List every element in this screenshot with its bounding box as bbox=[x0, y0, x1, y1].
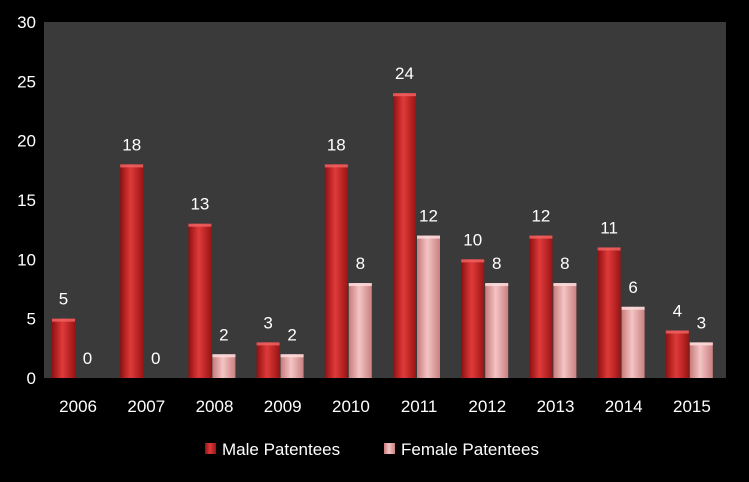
bar-female-2015 bbox=[689, 342, 713, 378]
bar-male-2009 bbox=[256, 342, 280, 378]
x-tick-label: 2012 bbox=[468, 397, 506, 416]
data-label-male-2007: 18 bbox=[122, 135, 141, 154]
legend-label-female: Female Patentees bbox=[401, 440, 539, 459]
bar-top-highlight bbox=[120, 164, 144, 168]
bar-male-2008 bbox=[188, 223, 212, 378]
y-tick-label: 5 bbox=[27, 310, 36, 329]
bar-top-highlight bbox=[461, 259, 485, 263]
x-tick-label: 2006 bbox=[59, 397, 97, 416]
legend-swatch-male bbox=[205, 443, 216, 454]
bar-female-2011 bbox=[417, 235, 440, 378]
y-tick-label: 25 bbox=[17, 72, 36, 91]
bar-top-highlight bbox=[485, 283, 509, 287]
bar-top-highlight bbox=[529, 235, 553, 239]
x-tick-label: 2009 bbox=[264, 397, 302, 416]
bar-top-highlight bbox=[188, 223, 212, 227]
bar-top-highlight bbox=[52, 318, 75, 322]
y-tick-label: 20 bbox=[17, 132, 36, 151]
y-tick-label: 10 bbox=[17, 250, 36, 269]
y-tick-label: 15 bbox=[17, 191, 36, 210]
x-tick-label: 2008 bbox=[196, 397, 234, 416]
bar-top-highlight bbox=[348, 283, 372, 287]
bar-male-2013 bbox=[529, 235, 553, 378]
y-tick-label: 0 bbox=[27, 369, 36, 388]
data-label-female-2006: 0 bbox=[83, 349, 92, 368]
bar-female-2012 bbox=[485, 283, 509, 378]
bar-female-2014 bbox=[621, 306, 645, 378]
y-axis: 0 5 10 15 20 25 30 bbox=[17, 13, 36, 388]
data-label-female-2014: 6 bbox=[628, 278, 637, 297]
bar-male-2006 bbox=[52, 318, 75, 378]
data-label-female-2012: 8 bbox=[492, 254, 501, 273]
legend-label-male: Male Patentees bbox=[222, 440, 340, 459]
data-label-male-2009: 3 bbox=[263, 313, 272, 332]
bar-top-highlight bbox=[665, 330, 689, 334]
bars bbox=[52, 93, 713, 378]
data-label-male-2010: 18 bbox=[327, 135, 346, 154]
bar-male-2015 bbox=[665, 330, 689, 378]
bar-top-highlight bbox=[417, 235, 440, 239]
bar-top-highlight bbox=[212, 354, 236, 358]
data-label-male-2012: 10 bbox=[463, 230, 482, 249]
data-label-female-2008: 2 bbox=[219, 325, 228, 344]
bar-male-2007 bbox=[120, 164, 144, 378]
bar-female-2013 bbox=[553, 283, 577, 378]
bar-female-2008 bbox=[212, 354, 236, 378]
data-label-male-2014: 11 bbox=[600, 218, 618, 237]
bar-female-2010 bbox=[348, 283, 372, 378]
bar-top-highlight bbox=[393, 93, 416, 97]
y-tick-label: 30 bbox=[17, 13, 36, 32]
data-label-female-2010: 8 bbox=[356, 254, 365, 273]
bar-male-2014 bbox=[597, 247, 621, 378]
x-axis: 2006 2007 2008 2009 2010 2011 2012 2013 2014 2015 bbox=[59, 397, 711, 416]
x-tick-label: 2014 bbox=[605, 397, 643, 416]
data-label-male-2008: 13 bbox=[190, 195, 209, 214]
data-label-male-2011: 24 bbox=[395, 64, 414, 83]
legend: Male Patentees Female Patentees bbox=[205, 440, 539, 459]
x-tick-label: 2010 bbox=[332, 397, 370, 416]
data-label-male-2013: 12 bbox=[531, 207, 550, 226]
bar-top-highlight bbox=[256, 342, 280, 346]
legend-swatch-female bbox=[384, 443, 395, 454]
data-label-female-2009: 2 bbox=[287, 325, 296, 344]
x-tick-label: 2007 bbox=[127, 397, 165, 416]
data-label-male-2006: 5 bbox=[59, 290, 68, 309]
x-tick-label: 2013 bbox=[537, 397, 575, 416]
bar-top-highlight bbox=[597, 247, 621, 251]
data-label-female-2015: 3 bbox=[697, 313, 706, 332]
data-label-female-2007: 0 bbox=[151, 349, 160, 368]
bar-male-2012 bbox=[461, 259, 485, 378]
data-label-female-2011: 12 bbox=[419, 207, 438, 226]
bar-top-highlight bbox=[553, 283, 577, 287]
data-label-male-2015: 4 bbox=[673, 302, 682, 321]
x-tick-label: 2011 bbox=[401, 397, 438, 416]
x-tick-label: 2015 bbox=[673, 397, 711, 416]
bar-male-2010 bbox=[324, 164, 348, 378]
bar-top-highlight bbox=[689, 342, 713, 346]
bar-top-highlight bbox=[280, 354, 304, 358]
bar-female-2009 bbox=[280, 354, 304, 378]
bar-top-highlight bbox=[324, 164, 348, 168]
data-label-female-2013: 8 bbox=[560, 254, 569, 273]
bar-male-2011 bbox=[393, 93, 416, 378]
bar-top-highlight bbox=[621, 306, 645, 310]
